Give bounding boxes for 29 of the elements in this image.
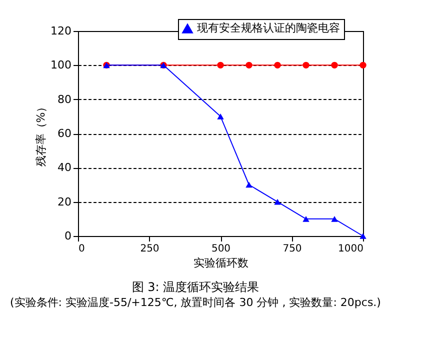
text: (实验条件: 实验温度-55/+125℃, 放置时间各 30 分钟 , 实验数量: 20pcs.) xyxy=(10,296,381,309)
x-tick-label: 750 xyxy=(282,244,302,254)
text: 图 3: 温度循环实验结果 xyxy=(132,280,260,294)
y-tick-label: 20 xyxy=(58,195,72,208)
point xyxy=(360,233,366,239)
y-tick-label: 60 xyxy=(58,127,72,140)
point xyxy=(246,182,252,188)
x-tick-label: 500 xyxy=(211,244,231,254)
point xyxy=(302,216,310,222)
y-tick-label: 0 xyxy=(64,230,72,242)
point xyxy=(274,198,281,205)
legend-label: 现有安全规格认证的陶瓷电容 xyxy=(197,22,340,34)
point xyxy=(331,62,338,69)
x-tick-label: 0 xyxy=(78,244,85,254)
point xyxy=(246,62,252,69)
y-tick-label: 80 xyxy=(58,92,72,106)
point xyxy=(360,62,366,69)
y-tick-label: 120 xyxy=(50,24,72,38)
x-tick-label: 1000 xyxy=(338,244,364,254)
point xyxy=(302,62,310,69)
y-tick-label: 100 xyxy=(50,58,72,72)
point xyxy=(217,114,224,120)
x-tick-label: 250 xyxy=(140,244,160,254)
point xyxy=(274,62,281,69)
y-axis-title: 残存率（%） xyxy=(34,101,48,167)
point xyxy=(217,62,224,69)
x-axis-title: 实验循环数 xyxy=(194,256,248,270)
point xyxy=(331,216,338,222)
y-tick-label: 40 xyxy=(58,161,72,174)
